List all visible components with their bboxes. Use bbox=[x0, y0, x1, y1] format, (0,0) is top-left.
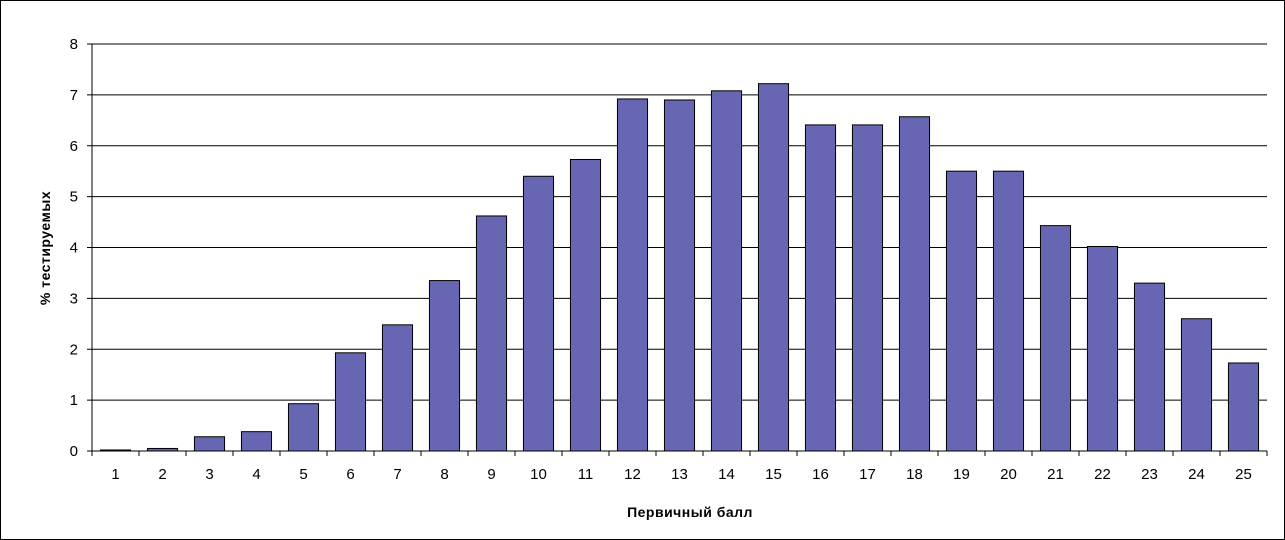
y-tick-label: 5 bbox=[70, 189, 78, 206]
bar bbox=[616, 98, 649, 452]
x-tick-label: 15 bbox=[765, 466, 782, 483]
x-tick-label: 24 bbox=[1188, 466, 1205, 483]
x-tick-label: 19 bbox=[953, 466, 970, 483]
bar bbox=[945, 170, 978, 452]
x-tick-label: 13 bbox=[671, 466, 688, 483]
bar bbox=[1180, 318, 1213, 452]
x-tick-label: 25 bbox=[1235, 466, 1252, 483]
bar bbox=[898, 116, 931, 452]
x-tick-label: 12 bbox=[624, 466, 641, 483]
bars bbox=[99, 83, 1260, 452]
x-tick-label: 9 bbox=[487, 466, 495, 483]
x-axis-title: Первичный балл bbox=[627, 504, 753, 520]
bar bbox=[334, 352, 367, 452]
bar bbox=[1086, 245, 1119, 452]
x-tick-label: 1 bbox=[111, 466, 119, 483]
y-axis-title: % тестируемых bbox=[37, 191, 53, 305]
x-tick-label: 23 bbox=[1141, 466, 1158, 483]
x-tick-label: 21 bbox=[1047, 466, 1064, 483]
x-tick-label: 11 bbox=[578, 466, 594, 483]
bar bbox=[381, 324, 414, 452]
x-tick-label: 10 bbox=[530, 466, 547, 483]
bar bbox=[1227, 362, 1260, 452]
y-tick-label: 2 bbox=[70, 341, 78, 358]
x-tick-label: 3 bbox=[205, 466, 213, 483]
x-tick-label: 4 bbox=[252, 466, 260, 483]
x-tick-label: 8 bbox=[440, 466, 448, 483]
x-tick-label: 2 bbox=[158, 466, 166, 483]
bar bbox=[804, 124, 837, 452]
bar bbox=[287, 403, 320, 452]
bar bbox=[475, 215, 508, 452]
bar bbox=[757, 83, 790, 452]
x-tick-label: 18 bbox=[906, 466, 923, 483]
x-tick-label: 14 bbox=[718, 466, 735, 483]
bar bbox=[428, 280, 461, 452]
x-tick-labels: 1 2 3 4 5 6 7 8 9 10 11 12 13 14 15 16 17 18 19 20 21 22 23 24 2… bbox=[111, 466, 1252, 483]
bar bbox=[710, 90, 743, 452]
bar bbox=[851, 124, 884, 452]
x-tick-label: 20 bbox=[1000, 466, 1017, 483]
bar bbox=[522, 175, 555, 452]
bar bbox=[193, 436, 226, 452]
y-tick-label: 8 bbox=[70, 36, 78, 53]
y-tick-label: 4 bbox=[70, 240, 78, 257]
x-tick-label: 16 bbox=[812, 466, 829, 483]
x-tick-label: 17 bbox=[859, 466, 876, 483]
y-tick-label: 7 bbox=[70, 87, 78, 104]
bar bbox=[1039, 225, 1072, 452]
x-tick-label: 7 bbox=[393, 466, 401, 483]
x-tick-label: 22 bbox=[1094, 466, 1111, 483]
bar bbox=[992, 170, 1025, 452]
bar bbox=[1133, 282, 1166, 452]
y-tick-label: 0 bbox=[70, 443, 78, 460]
y-tick-label: 1 bbox=[70, 392, 78, 409]
x-tick-label: 5 bbox=[299, 466, 307, 483]
y-tick-label: 6 bbox=[70, 138, 78, 155]
y-tick-label: 3 bbox=[70, 290, 78, 307]
x-tick-label: 6 bbox=[346, 466, 354, 483]
y-tick-labels: 0 1 2 3 4 5 6 7 8 bbox=[70, 36, 78, 460]
bar bbox=[240, 431, 273, 452]
bar bbox=[663, 99, 696, 452]
axes bbox=[87, 43, 1268, 456]
bar bbox=[569, 158, 602, 452]
